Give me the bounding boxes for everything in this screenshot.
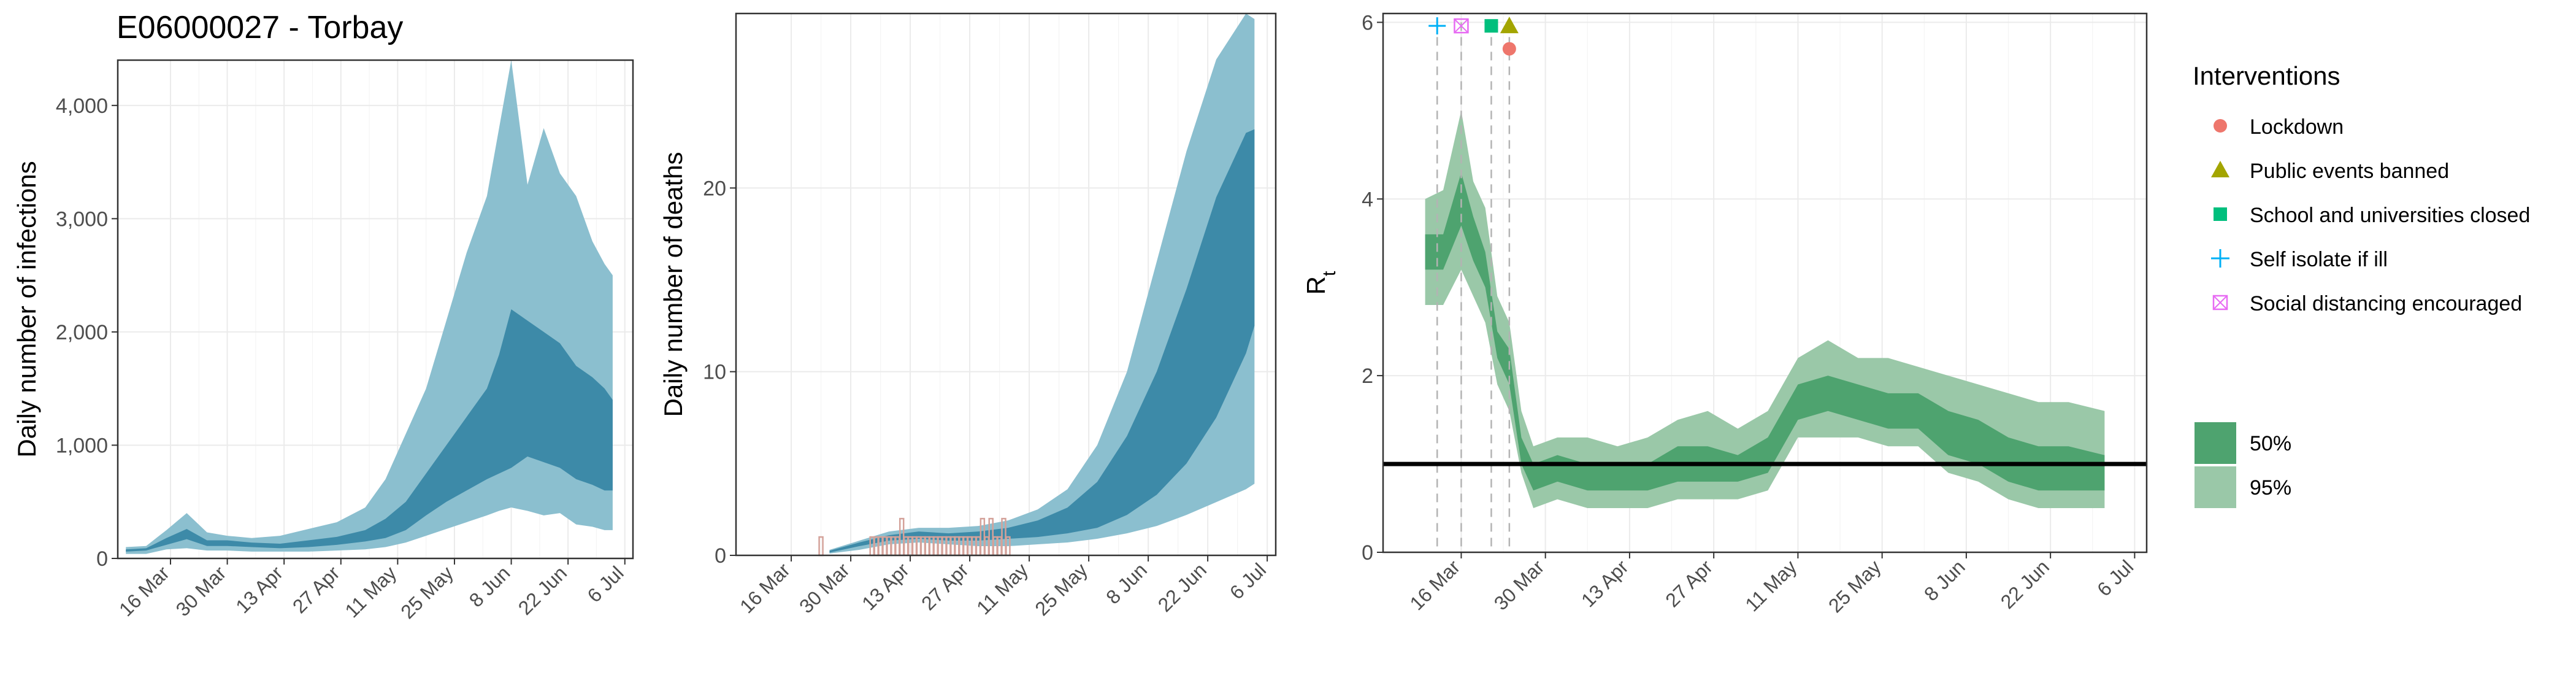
x-tick-label: 30 Mar	[795, 558, 854, 617]
legend-item-label: Social distancing encouraged	[2250, 292, 2522, 315]
intervention-markers	[1428, 17, 1519, 56]
x-tick-label: 22 Jun	[1154, 558, 1211, 615]
rt-panel: 0 2 4 6 16 Mar 30 Mar 13 Apr 27 Apr 11 May 25 May…	[1301, 11, 2148, 617]
x-tick-label: 30 Mar	[172, 561, 231, 620]
legend-plus-icon	[2211, 249, 2229, 268]
y-tick-label: 20	[703, 177, 726, 200]
legend-item: Self isolate if ill	[2211, 248, 2388, 271]
legend-item: Social distancing encouraged	[2212, 292, 2522, 315]
x-tick-label: 25 May	[1824, 555, 1885, 617]
self-isolate-marker	[1428, 17, 1446, 35]
legend-boxcross-icon	[2212, 295, 2228, 311]
lockdown-marker	[1502, 42, 1516, 56]
public-events-marker	[1500, 17, 1519, 34]
x-tick-label: 27 Apr	[288, 561, 344, 617]
x-tick-label: 6 Jul	[1225, 558, 1270, 603]
x-tick-label: 13 Apr	[231, 561, 287, 617]
x-tick-label: 27 Apr	[917, 558, 973, 614]
legend-circle-icon	[2214, 119, 2227, 133]
y-tick-label: 1,000	[56, 434, 108, 457]
y-tick-label: 2,000	[56, 321, 108, 344]
legend-band-item: 95%	[2195, 466, 2291, 508]
legend-item: Lockdown	[2214, 115, 2344, 139]
panel-border	[1382, 12, 2148, 554]
y-tick-label: 3,000	[56, 207, 108, 231]
y-tick-label: 6	[1362, 11, 1373, 34]
x-tick-label: 13 Apr	[857, 558, 913, 614]
legend-item-label: School and universities closed	[2250, 204, 2530, 227]
panel-border	[117, 59, 634, 560]
x-tick-label: 11 May	[972, 558, 1032, 619]
legend-band-swatch	[2195, 466, 2236, 508]
x-tick-label: 22 Jun	[1996, 555, 2053, 612]
x-tick-label: 16 Mar	[1406, 555, 1465, 614]
legend-interventions: Lockdown Public events banned School and u…	[2211, 115, 2530, 315]
x-tick-label: 13 Apr	[1577, 555, 1633, 611]
x-tick-label: 25 May	[396, 561, 458, 623]
x-tick-label: 11 May	[1741, 555, 1801, 615]
y-tick-label: 10	[703, 361, 726, 384]
y-tick-label: 4	[1362, 188, 1373, 211]
legend-band-item: 50%	[2195, 422, 2291, 464]
legend-square-icon	[2214, 207, 2227, 221]
y-tick-label: 4,000	[56, 95, 108, 118]
x-tick-label: 30 Mar	[1490, 555, 1549, 614]
schools-closed-marker	[1484, 19, 1498, 33]
y-tick-label: 0	[1362, 541, 1373, 565]
x-tick-label: 16 Mar	[735, 558, 794, 617]
band-50	[1425, 172, 2105, 491]
legend-item-label: Public events banned	[2250, 160, 2449, 183]
legend: Interventions Lockdown Public events bann…	[2193, 61, 2530, 508]
y-axis-label: Rt	[1301, 271, 1340, 295]
y-tick-label: 0	[96, 547, 108, 571]
y-axis-label: Daily number of deaths	[659, 152, 688, 417]
legend-item: Public events banned	[2211, 160, 2449, 183]
legend-band-label: 50%	[2250, 432, 2291, 455]
x-tick-label: 11 May	[340, 561, 401, 622]
legend-item-label: Lockdown	[2250, 115, 2344, 139]
legend-band-label: 95%	[2250, 476, 2291, 500]
x-tick-label: 27 Apr	[1661, 555, 1717, 611]
x-tick-label: 8 Jun	[1920, 555, 1969, 605]
y-tick-label: 0	[715, 544, 726, 568]
x-tick-label: 6 Jul	[2093, 555, 2137, 600]
band-50	[829, 129, 1255, 553]
panel-title: E06000027 - Torbay	[117, 10, 403, 45]
x-tick-label: 22 Jun	[514, 561, 571, 619]
band-50	[126, 309, 613, 552]
social-distancing-marker	[1454, 18, 1469, 34]
legend-bands: 50% 95%	[2195, 422, 2291, 508]
y-tick-label: 2	[1362, 365, 1373, 388]
legend-item-label: Self isolate if ill	[2250, 248, 2388, 271]
y-axis-label-subscript: t	[1319, 271, 1340, 276]
legend-item: School and universities closed	[2214, 204, 2530, 227]
social-distancing-marker-cross	[1454, 18, 1469, 33]
x-tick-label: 8 Jun	[465, 561, 515, 611]
panel-border	[735, 12, 1277, 557]
legend-title: Interventions	[2193, 61, 2340, 90]
legend-triangle-icon	[2211, 161, 2229, 177]
legend-band-swatch	[2195, 422, 2236, 464]
x-tick-label: 6 Jul	[583, 561, 627, 606]
y-axis-label: Daily number of infections	[12, 161, 41, 457]
x-tick-label: 8 Jun	[1102, 558, 1151, 608]
x-tick-label: 25 May	[1030, 558, 1092, 620]
x-tick-label: 16 Mar	[115, 561, 174, 620]
legend-boxcross-icon-lines	[2213, 295, 2228, 310]
